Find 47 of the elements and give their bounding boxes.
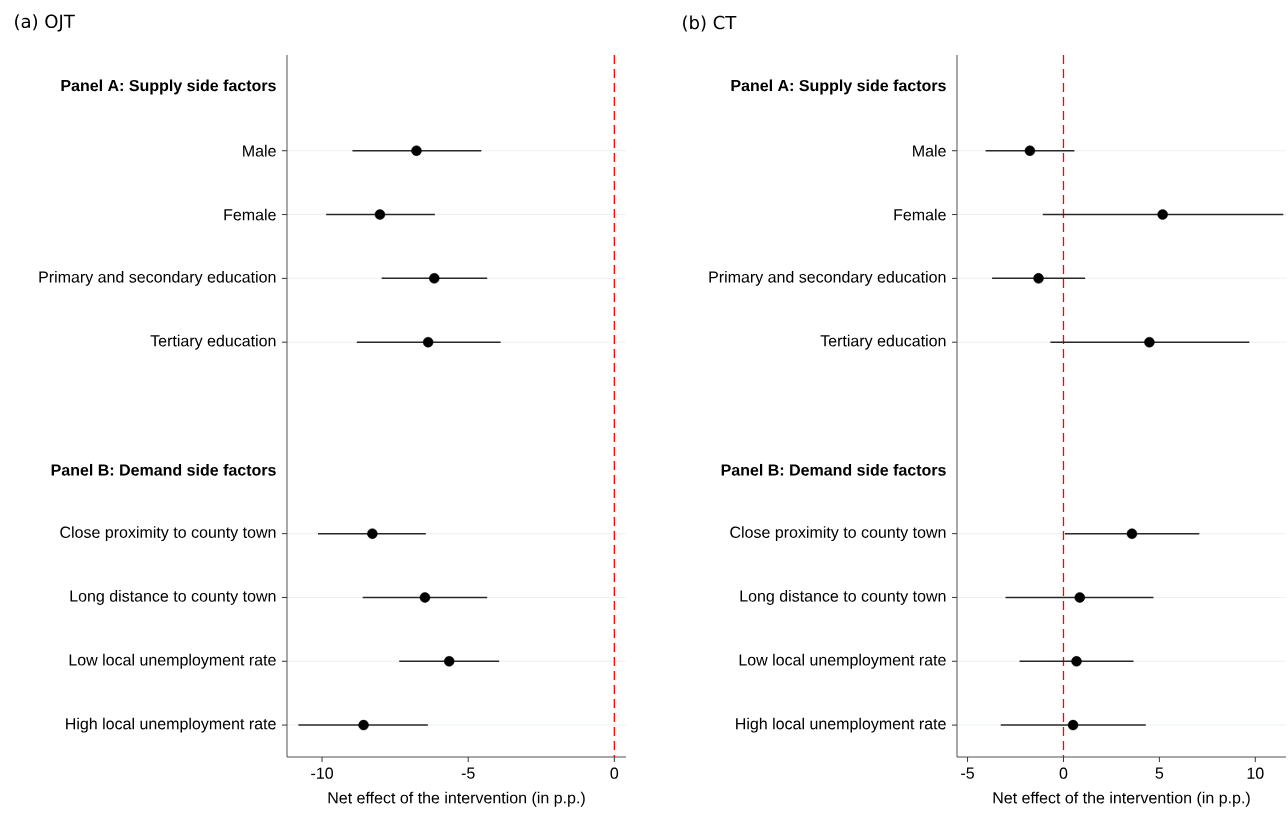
y-tick-label: Panel B: Demand side factors: [721, 463, 946, 476]
y-tick-label: Close proximity to county town: [730, 526, 946, 542]
point: [367, 528, 378, 539]
y-tick-label: High local unemployment rate: [736, 717, 946, 733]
point: [1144, 336, 1155, 348]
point: [1071, 656, 1082, 667]
x-tick-label: -5: [461, 767, 475, 779]
x-tick-label: 10: [1247, 767, 1264, 779]
y-tick-label: High local unemployment rate: [66, 717, 276, 733]
point: [374, 209, 386, 220]
point: [1024, 145, 1036, 156]
y-tick-label: Long distance to county town: [740, 590, 946, 605]
y-tick-label: Primary and secondary education: [39, 270, 276, 286]
x-tick-label: 0: [610, 767, 619, 779]
x-tick-label: 5: [1155, 767, 1164, 779]
y-tick-label: Primary and secondary education: [709, 270, 946, 286]
point: [1157, 209, 1168, 220]
point: [1067, 719, 1079, 731]
text: (a) OJT: [15, 14, 75, 32]
x-axis-title: Net effect of the intervention (in p.p.): [328, 791, 585, 807]
y-tick-label: Low local unemployment rate: [739, 653, 946, 669]
x-tick-label: -5: [961, 767, 974, 779]
y-tick-label: Female: [894, 208, 946, 221]
point: [411, 145, 422, 156]
y-tick-label: Panel A: Supply side factors: [61, 79, 276, 95]
x-tick-label: -10: [311, 767, 333, 779]
y-tick-label: Male: [243, 144, 276, 157]
point: [1126, 528, 1138, 539]
y-tick-label: Long distance to county town: [70, 590, 276, 605]
y-tick-label: Close proximity to county town: [60, 526, 276, 542]
point: [444, 656, 455, 667]
point: [1074, 592, 1085, 603]
point: [429, 273, 440, 284]
point: [419, 592, 431, 603]
text: (b) CT: [683, 15, 737, 32]
y-tick-label: Female: [224, 208, 276, 221]
y-tick-label: Male: [913, 144, 946, 157]
y-tick-label: Tertiary education: [150, 334, 276, 350]
y-tick-label: Tertiary education: [820, 334, 946, 350]
point: [1033, 273, 1044, 284]
point: [422, 336, 434, 348]
x-axis-title: Net effect of the intervention (in p.p.): [993, 791, 1250, 807]
y-tick-label: Low local unemployment rate: [69, 653, 276, 669]
y-tick-label: Panel B: Demand side factors: [51, 463, 276, 476]
x-tick-label: 0: [1059, 767, 1068, 779]
point: [358, 719, 369, 731]
y-tick-label: Panel A: Supply side factors: [731, 79, 946, 95]
